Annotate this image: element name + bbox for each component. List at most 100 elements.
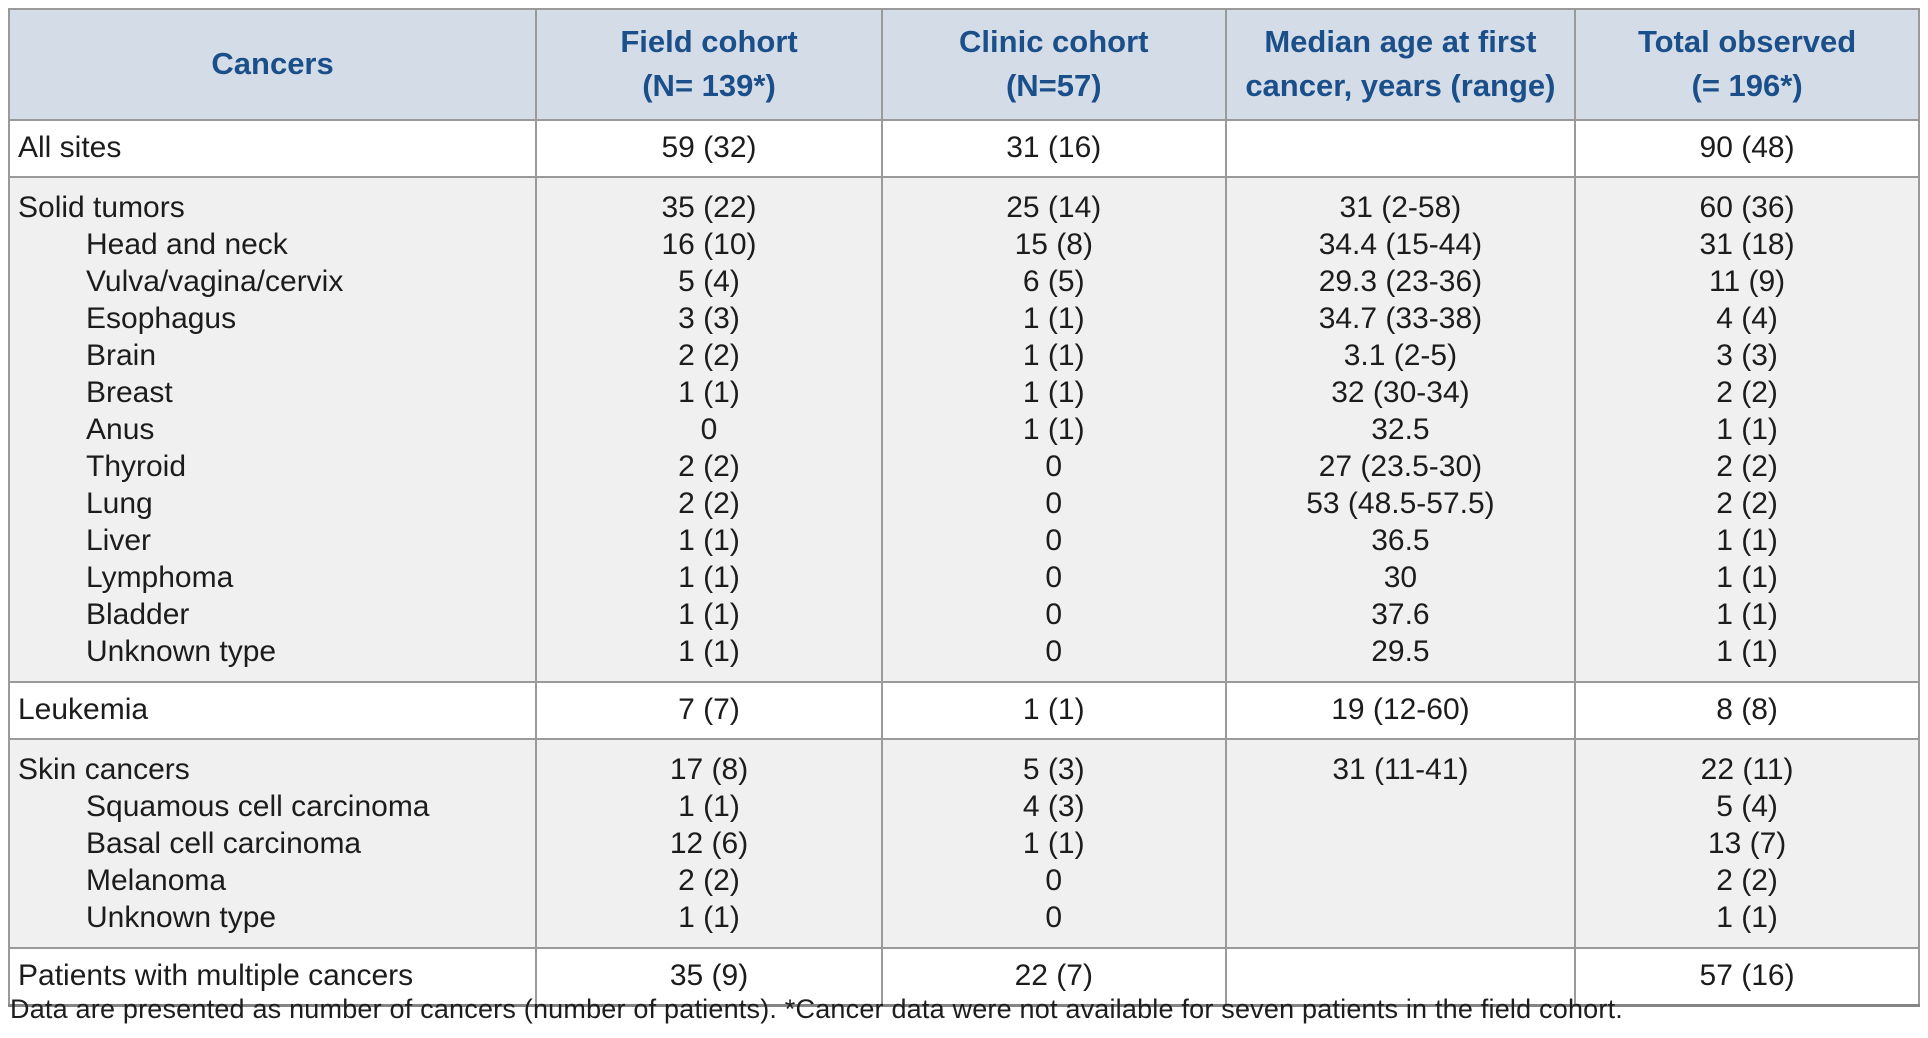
field-cohort-cell: 1 (1) <box>535 788 882 825</box>
table-footnote: Data are presented as number of cancers … <box>10 994 1623 1024</box>
cancer-summary-table: Cancers Field cohort (N= 139*) Clinic cohor… <box>8 8 1920 1007</box>
total-observed-cell: 2 (2) <box>1574 862 1919 899</box>
median-age-cell <box>1224 119 1576 178</box>
cancer-label-cell: Patients with multiple cancers <box>9 947 537 1007</box>
total-observed-cell: 1 (1) <box>1574 899 1919 949</box>
cancer-label-cell: Liver <box>9 522 537 559</box>
table-row: Head and neck 16 (10) 15 (8) 34.4 (15-44) 31… <box>9 226 1919 263</box>
median-age-cell <box>1224 862 1576 899</box>
table-row: Lymphoma 1 (1) 0 30 1 (1) <box>9 559 1919 596</box>
col-header-cancers: Cancers <box>9 9 537 121</box>
cancer-label-cell: Esophagus <box>9 300 537 337</box>
median-age-cell: 30 <box>1224 559 1576 596</box>
median-age-cell: 36.5 <box>1224 522 1576 559</box>
median-age-cell <box>1224 788 1576 825</box>
clinic-cohort-cell: 1 (1) <box>880 411 1226 448</box>
total-observed-cell: 2 (2) <box>1574 448 1919 485</box>
total-observed-cell: 3 (3) <box>1574 337 1919 374</box>
table-header: Cancers Field cohort (N= 139*) Clinic cohor… <box>9 9 1919 121</box>
table-row: Anus 0 1 (1) 32.5 1 (1) <box>9 411 1919 448</box>
median-age-cell <box>1224 825 1576 862</box>
clinic-cohort-cell: 0 <box>880 448 1226 485</box>
median-age-cell: 31 (2-58) <box>1224 176 1576 226</box>
field-cohort-cell: 59 (32) <box>535 119 882 178</box>
median-age-cell: 29.3 (23-36) <box>1224 263 1576 300</box>
table-row: Solid tumors 35 (22) 25 (14) 31 (2-58) 60 (3… <box>9 176 1919 226</box>
median-age-cell: 19 (12-60) <box>1224 681 1576 740</box>
field-cohort-cell: 7 (7) <box>535 681 882 740</box>
median-age-cell: 32.5 <box>1224 411 1576 448</box>
field-cohort-cell: 2 (2) <box>535 337 882 374</box>
cancer-summary-table-container: Cancers Field cohort (N= 139*) Clinic cohor… <box>8 8 1920 1007</box>
total-observed-cell: 57 (16) <box>1574 947 1919 1007</box>
table-body: All sites 59 (32) 31 (16) 90 (48) Solid tumo… <box>9 119 1919 1007</box>
clinic-cohort-cell: 1 (1) <box>880 300 1226 337</box>
cancer-label-cell: Melanoma <box>9 862 537 899</box>
field-cohort-cell: 0 <box>535 411 882 448</box>
median-age-cell: 53 (48.5-57.5) <box>1224 485 1576 522</box>
field-cohort-cell: 1 (1) <box>535 633 882 683</box>
field-cohort-cell: 1 (1) <box>535 522 882 559</box>
table-row: Esophagus 3 (3) 1 (1) 34.7 (33-38) 4 (4) <box>9 300 1919 337</box>
table-header-row: Cancers Field cohort (N= 139*) Clinic cohor… <box>9 9 1919 121</box>
median-age-cell: 32 (30-34) <box>1224 374 1576 411</box>
table-row: Liver 1 (1) 0 36.5 1 (1) <box>9 522 1919 559</box>
field-cohort-cell: 1 (1) <box>535 596 882 633</box>
median-age-cell <box>1224 947 1576 1007</box>
clinic-cohort-cell: 4 (3) <box>880 788 1226 825</box>
total-observed-cell: 1 (1) <box>1574 411 1919 448</box>
clinic-cohort-cell: 25 (14) <box>880 176 1226 226</box>
table-row: Basal cell carcinoma 12 (6) 1 (1) 13 (7) <box>9 825 1919 862</box>
total-observed-cell: 1 (1) <box>1574 559 1919 596</box>
cancer-label-cell: Basal cell carcinoma <box>9 825 537 862</box>
total-observed-cell: 4 (4) <box>1574 300 1919 337</box>
clinic-cohort-cell: 1 (1) <box>880 374 1226 411</box>
cancer-label-cell: Anus <box>9 411 537 448</box>
table-row: Patients with multiple cancers 35 (9) 22 (… <box>9 947 1919 1007</box>
cancer-label-cell: Lung <box>9 485 537 522</box>
cancer-label-cell: Leukemia <box>9 681 537 740</box>
table-row: Vulva/vagina/cervix 5 (4) 6 (5) 29.3 (23-36… <box>9 263 1919 300</box>
table-row: Thyroid 2 (2) 0 27 (23.5-30) 2 (2) <box>9 448 1919 485</box>
col-header-field-cohort: Field cohort (N= 139*) <box>535 9 882 121</box>
table-row: All sites 59 (32) 31 (16) 90 (48) <box>9 119 1919 178</box>
cancer-label-cell: Skin cancers <box>9 738 537 788</box>
total-observed-cell: 5 (4) <box>1574 788 1919 825</box>
field-cohort-cell: 35 (22) <box>535 176 882 226</box>
total-observed-cell: 13 (7) <box>1574 825 1919 862</box>
cancer-label-cell: Solid tumors <box>9 176 537 226</box>
total-observed-cell: 22 (11) <box>1574 738 1919 788</box>
total-observed-cell: 60 (36) <box>1574 176 1919 226</box>
clinic-cohort-cell: 1 (1) <box>880 337 1226 374</box>
median-age-cell: 34.4 (15-44) <box>1224 226 1576 263</box>
field-cohort-cell: 2 (2) <box>535 448 882 485</box>
median-age-cell <box>1224 899 1576 949</box>
median-age-cell: 37.6 <box>1224 596 1576 633</box>
field-cohort-cell: 16 (10) <box>535 226 882 263</box>
clinic-cohort-cell: 0 <box>880 633 1226 683</box>
field-cohort-cell: 12 (6) <box>535 825 882 862</box>
table-row: Skin cancers 17 (8) 5 (3) 31 (11-41) 22 (11) <box>9 738 1919 788</box>
field-cohort-cell: 17 (8) <box>535 738 882 788</box>
cancer-label-cell: All sites <box>9 119 537 178</box>
table-row: Unknown type 1 (1) 0 29.5 1 (1) <box>9 633 1919 683</box>
total-observed-cell: 11 (9) <box>1574 263 1919 300</box>
field-cohort-cell: 35 (9) <box>535 947 882 1007</box>
total-observed-cell: 31 (18) <box>1574 226 1919 263</box>
table-row: Squamous cell carcinoma 1 (1) 4 (3) 5 (4) <box>9 788 1919 825</box>
clinic-cohort-cell: 1 (1) <box>880 681 1226 740</box>
clinic-cohort-cell: 0 <box>880 862 1226 899</box>
field-cohort-cell: 1 (1) <box>535 374 882 411</box>
cancer-label-cell: Breast <box>9 374 537 411</box>
cancer-label-cell: Brain <box>9 337 537 374</box>
cancer-label-cell: Vulva/vagina/cervix <box>9 263 537 300</box>
total-observed-cell: 1 (1) <box>1574 633 1919 683</box>
clinic-cohort-cell: 5 (3) <box>880 738 1226 788</box>
clinic-cohort-cell: 0 <box>880 596 1226 633</box>
cancer-label-cell: Head and neck <box>9 226 537 263</box>
field-cohort-cell: 5 (4) <box>535 263 882 300</box>
cancer-label-cell: Bladder <box>9 596 537 633</box>
median-age-cell: 3.1 (2-5) <box>1224 337 1576 374</box>
field-cohort-cell: 2 (2) <box>535 485 882 522</box>
total-observed-cell: 1 (1) <box>1574 522 1919 559</box>
